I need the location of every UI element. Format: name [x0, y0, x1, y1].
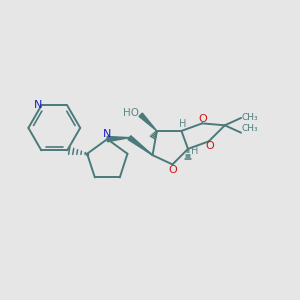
Text: O: O: [169, 165, 177, 175]
Text: N: N: [103, 129, 112, 140]
Text: H: H: [179, 119, 187, 129]
Text: O: O: [205, 141, 214, 151]
Text: CH₃: CH₃: [242, 124, 258, 133]
Polygon shape: [139, 113, 157, 131]
Polygon shape: [107, 136, 129, 142]
Text: HO: HO: [124, 108, 140, 118]
Polygon shape: [128, 136, 153, 155]
Text: O: O: [199, 114, 208, 124]
Text: N: N: [34, 100, 42, 110]
Text: CH₃: CH₃: [242, 113, 258, 122]
Text: H: H: [191, 146, 198, 156]
